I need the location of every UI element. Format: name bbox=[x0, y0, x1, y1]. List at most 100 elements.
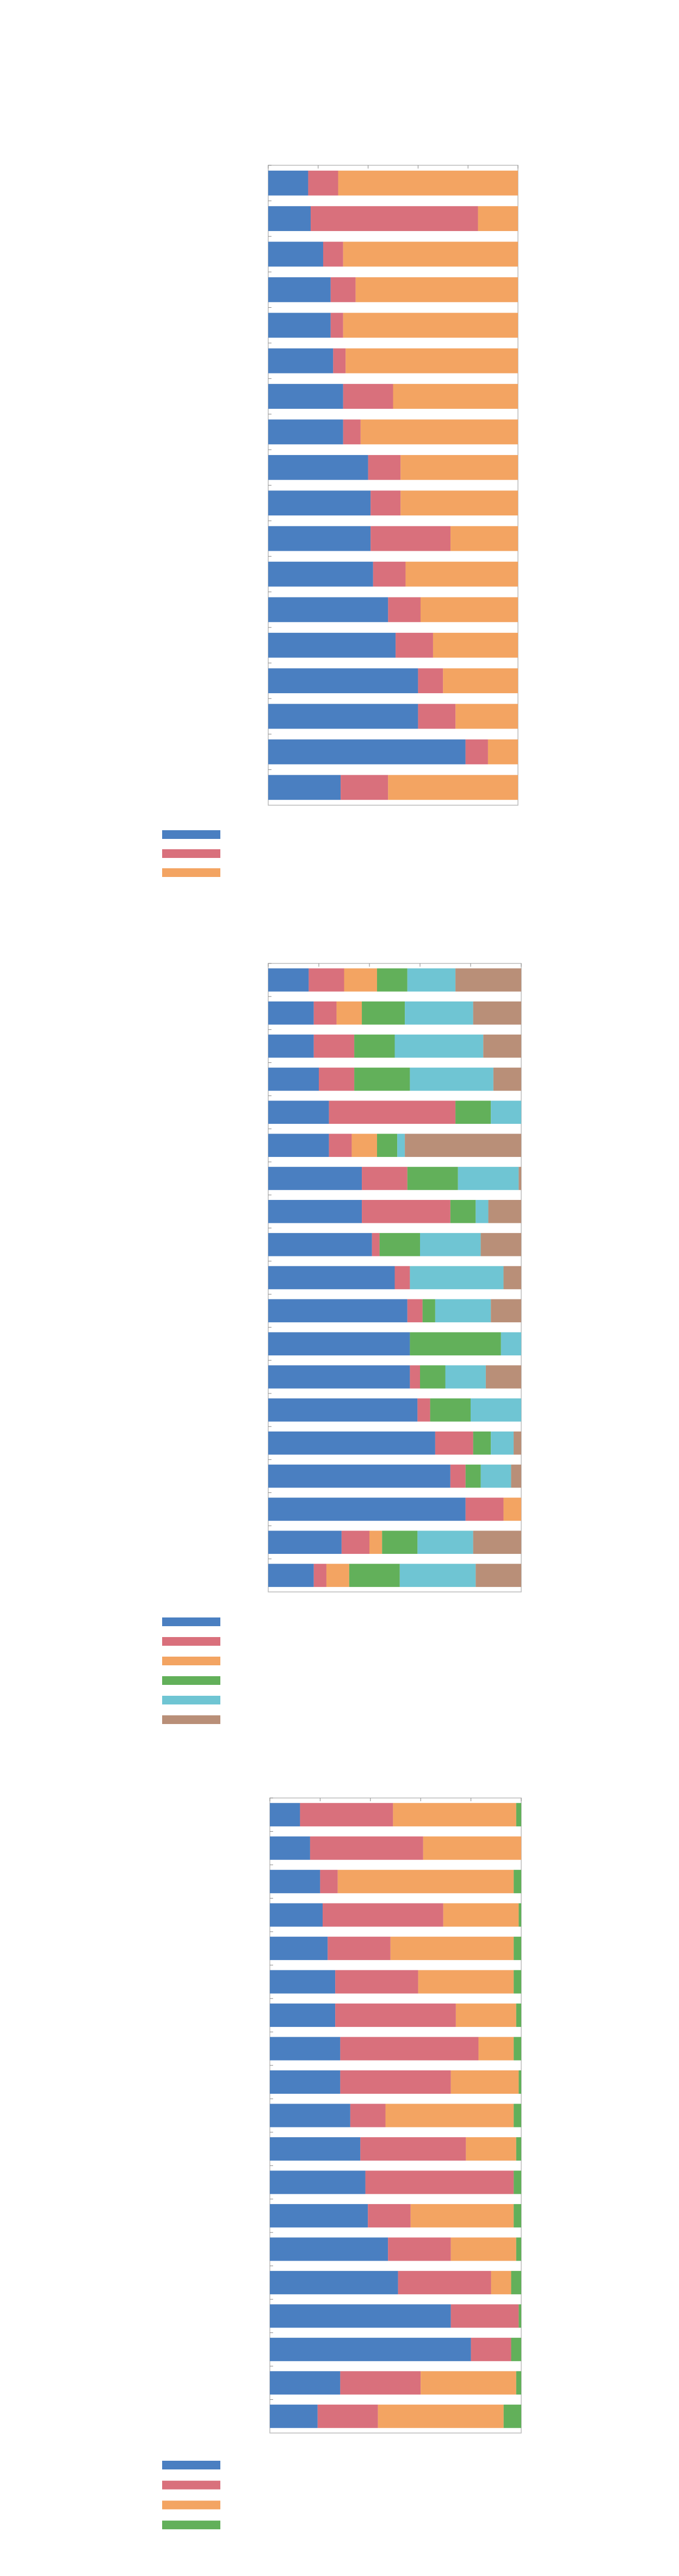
bar-segment bbox=[268, 313, 331, 338]
bar-segment bbox=[308, 170, 338, 196]
bar-segment bbox=[311, 206, 478, 231]
bar-segment bbox=[458, 1167, 519, 1190]
bar-segment bbox=[450, 526, 518, 551]
bar-segment bbox=[268, 1332, 410, 1355]
bar-segment bbox=[480, 1464, 511, 1488]
bar-segment bbox=[268, 1431, 435, 1455]
bar-segment bbox=[476, 1564, 521, 1587]
bar-segment bbox=[478, 2037, 514, 2061]
bar-segment bbox=[270, 2003, 336, 2027]
bar-segment bbox=[268, 348, 334, 374]
bar-segment bbox=[405, 562, 518, 587]
bar-segment bbox=[371, 526, 451, 551]
bar-segment bbox=[501, 1332, 521, 1355]
bar-segment bbox=[483, 1034, 521, 1058]
bar-segment bbox=[410, 1067, 493, 1091]
bar-segment bbox=[345, 348, 518, 374]
bar-segment bbox=[422, 1299, 435, 1323]
bar-segment bbox=[349, 1564, 400, 1587]
bar-segment bbox=[516, 2003, 521, 2027]
bar-segment bbox=[473, 1530, 521, 1554]
bar-segment bbox=[430, 1398, 471, 1422]
bar-segment bbox=[341, 1530, 369, 1554]
bar-segment bbox=[344, 968, 377, 992]
bar-segment bbox=[268, 1034, 314, 1058]
bar-segment bbox=[270, 1870, 320, 1894]
bar-segment bbox=[268, 206, 311, 231]
bar-segment bbox=[341, 775, 388, 800]
bar-segment bbox=[270, 2304, 451, 2328]
bar-segment bbox=[313, 1034, 355, 1058]
bar-segment bbox=[514, 1870, 521, 1894]
bar-segment bbox=[270, 2237, 388, 2261]
legend-swatch bbox=[162, 2480, 220, 2490]
bar-segment bbox=[270, 2371, 341, 2395]
bar-segment bbox=[268, 1001, 314, 1025]
legend-swatch bbox=[162, 1676, 220, 1685]
bar-segment bbox=[330, 313, 343, 338]
bar-segment bbox=[487, 739, 518, 764]
bar-segment bbox=[300, 1803, 393, 1827]
bar-segment bbox=[455, 968, 521, 992]
bar-segment bbox=[268, 562, 373, 587]
bar-segment bbox=[420, 1365, 446, 1389]
bar-segment bbox=[268, 170, 308, 196]
legend-swatch bbox=[162, 849, 220, 858]
bar-segment bbox=[450, 2304, 519, 2328]
bar-segment bbox=[268, 632, 396, 658]
bar-segment bbox=[455, 2003, 516, 2027]
bar-segment bbox=[514, 2170, 521, 2194]
bar-segment bbox=[270, 2337, 471, 2361]
bar-segment bbox=[268, 384, 343, 409]
bar-segment bbox=[418, 1970, 514, 1994]
bar-segment bbox=[473, 1001, 521, 1025]
bar-segment bbox=[445, 1365, 486, 1389]
bar-segment bbox=[335, 1970, 418, 1994]
bar-segment bbox=[270, 1803, 300, 1827]
bar-segment bbox=[417, 1398, 430, 1422]
bar-segment bbox=[360, 419, 518, 445]
bar-segment bbox=[396, 632, 433, 658]
bar-segment bbox=[514, 2104, 521, 2127]
bar-segment bbox=[514, 1937, 521, 1961]
bar-segment bbox=[343, 384, 393, 409]
bar-segment bbox=[405, 1134, 521, 1157]
bar-segment bbox=[514, 1970, 521, 1994]
bar-segment bbox=[268, 1299, 408, 1323]
bar-segment bbox=[323, 1903, 443, 1927]
bar-segment bbox=[268, 1398, 418, 1422]
bar-segment bbox=[435, 1299, 491, 1323]
bar-segment bbox=[323, 241, 343, 267]
bar-segment bbox=[270, 2104, 350, 2127]
bar-segment bbox=[518, 2070, 521, 2094]
bar-segment bbox=[417, 1530, 473, 1554]
bar-segment bbox=[518, 2304, 521, 2328]
bar-segment bbox=[465, 739, 488, 764]
bar-segment bbox=[270, 1970, 336, 1994]
bar-segment bbox=[410, 2204, 514, 2227]
bar-segment bbox=[511, 2270, 521, 2294]
bar-segment bbox=[343, 419, 361, 445]
bar-segment bbox=[378, 2404, 504, 2428]
bar-segment bbox=[268, 597, 388, 623]
legend-swatch bbox=[162, 1696, 220, 1704]
bar-segment bbox=[360, 2137, 466, 2161]
legend-swatch bbox=[162, 830, 220, 839]
legend-swatch bbox=[162, 1637, 220, 1646]
bar-segment bbox=[480, 1233, 521, 1256]
bar-segment bbox=[491, 2270, 511, 2294]
bar-segment bbox=[268, 1497, 466, 1521]
legend-swatch bbox=[162, 2500, 220, 2510]
bar-segment bbox=[514, 2037, 521, 2061]
bar-segment bbox=[372, 1233, 380, 1256]
bar-segment bbox=[385, 2104, 514, 2127]
bar-segment bbox=[362, 1200, 450, 1223]
bar-segment bbox=[450, 2070, 519, 2094]
bar-segment bbox=[423, 1836, 521, 1860]
legend-swatch bbox=[162, 1617, 220, 1626]
bar-segment bbox=[418, 668, 443, 694]
bar-segment bbox=[450, 1200, 476, 1223]
bar-segment bbox=[503, 1497, 521, 1521]
bar-segment bbox=[351, 1134, 377, 1157]
bar-segment bbox=[270, 1903, 323, 1927]
